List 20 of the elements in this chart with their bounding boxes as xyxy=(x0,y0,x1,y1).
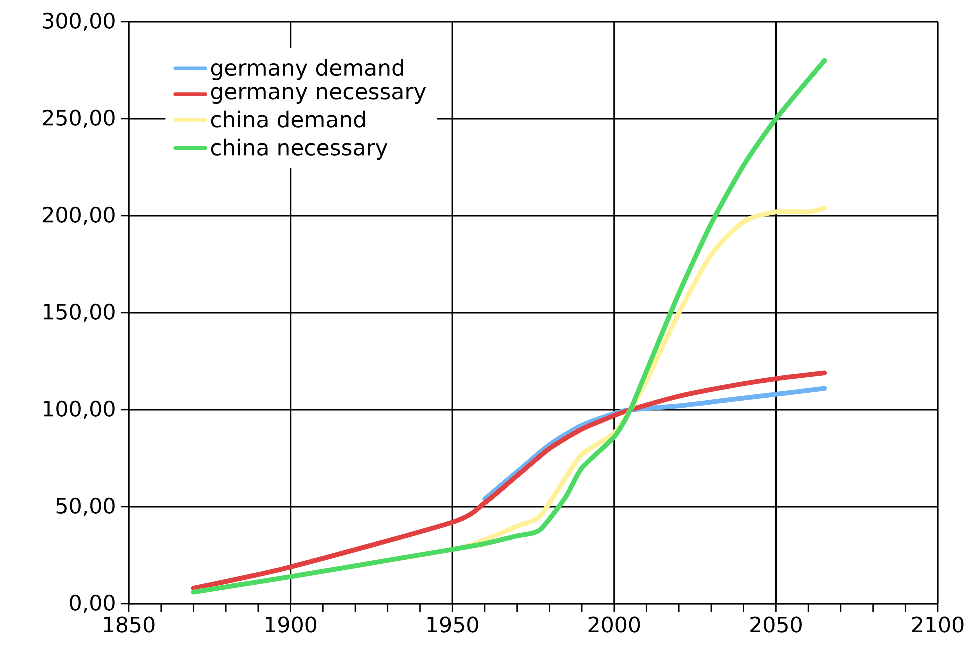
y-tick-label: 50,00 xyxy=(56,498,115,516)
y-tick-label: 250,00 xyxy=(43,110,115,128)
legend-label: germany necessary xyxy=(211,87,426,104)
y-tick-label: 200,00 xyxy=(43,206,115,226)
x-tick-label: 1850 xyxy=(104,616,155,633)
legend-label: germany demand xyxy=(211,59,404,80)
x-tick-label: 1900 xyxy=(266,616,317,633)
line-series xyxy=(191,58,828,595)
x-tick-label: 2000 xyxy=(588,616,640,633)
line-series xyxy=(191,370,828,591)
y-tick-label: 150,00 xyxy=(44,304,115,322)
x-tick-label: 2050 xyxy=(750,616,802,633)
x-tick-label: 2100 xyxy=(912,616,964,633)
legend-label: china demand xyxy=(211,110,366,128)
y-tick-label: 300,00 xyxy=(43,12,115,32)
x-tick-label: 1950 xyxy=(428,616,478,633)
y-tick-label: 100,00 xyxy=(44,400,115,420)
legend-label: china necessary xyxy=(211,138,388,160)
y-tick-label: 0,00 xyxy=(70,594,115,614)
line-series xyxy=(482,386,828,502)
